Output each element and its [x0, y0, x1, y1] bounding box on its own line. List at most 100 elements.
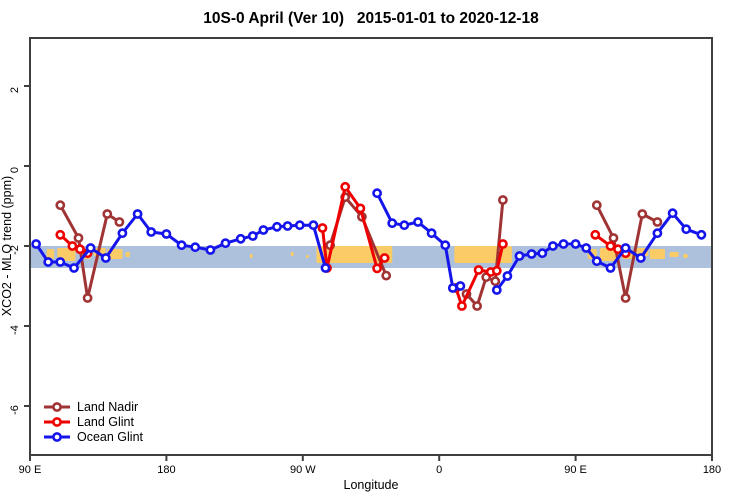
series-layer: [31, 181, 707, 311]
data-point-ocean-glint: [176, 240, 187, 251]
data-point-land-glint: [75, 244, 85, 255]
data-point-ocean-glint: [491, 285, 502, 295]
data-point-land-glint: [340, 181, 351, 192]
x-tick-label: 180: [703, 464, 721, 476]
data-point-ocean-glint: [502, 271, 513, 281]
data-point-ocean-glint: [220, 238, 231, 249]
legend-item-land-nadir: Land Nadir: [44, 400, 138, 414]
legend-label-land-nadir: Land Nadir: [77, 400, 138, 414]
x-tick-label: 180: [157, 464, 175, 476]
legend-label-land-glint: Land Glint: [77, 415, 135, 429]
data-point-ocean-glint: [447, 283, 458, 293]
land-patch: [249, 254, 253, 258]
data-point-land-glint: [317, 223, 328, 233]
data-point-ocean-glint: [320, 263, 331, 273]
data-point-ocean-glint: [652, 228, 663, 239]
data-point-ocean-glint: [100, 253, 111, 263]
data-point-ocean-glint: [55, 257, 66, 267]
data-point-ocean-glint: [605, 263, 616, 273]
x-tick-label: 90 E: [564, 464, 587, 476]
land-patch: [599, 248, 619, 261]
data-point-land-nadir: [608, 233, 619, 243]
legend-item-land-glint: Land Glint: [44, 415, 135, 429]
data-point-ocean-glint: [387, 218, 398, 229]
land-patch: [125, 252, 131, 257]
y-tick-label: -2: [9, 245, 21, 255]
land-patch: [669, 252, 679, 257]
x-tick-label: 0: [436, 464, 442, 476]
data-point-ocean-glint: [548, 241, 558, 251]
data-point-ocean-glint: [117, 228, 128, 239]
data-point-ocean-glint: [570, 239, 581, 249]
chart-title: 10S-0 April (Ver 10) 2015-01-01 to 2020-…: [203, 10, 539, 27]
land-patch: [290, 252, 294, 256]
data-point-ocean-glint: [455, 281, 466, 291]
data-point-land-glint: [55, 229, 66, 240]
data-point-land-nadir: [114, 217, 125, 227]
data-point-ocean-glint: [581, 243, 592, 253]
data-point-ocean-glint: [247, 231, 258, 241]
data-point-land-nadir: [472, 301, 482, 311]
data-point-ocean-glint: [591, 256, 602, 267]
x-tick-label: 90 E: [19, 464, 42, 476]
data-point-ocean-glint: [161, 229, 172, 239]
data-point-ocean-glint: [190, 242, 201, 253]
data-point-land-glint: [473, 265, 484, 275]
data-point-ocean-glint: [235, 233, 246, 244]
land-patch: [305, 255, 309, 258]
data-point-land-nadir: [620, 293, 631, 303]
data-point-ocean-glint: [146, 227, 157, 237]
legend-marker-ocean-glint: [52, 432, 62, 442]
data-point-ocean-glint: [272, 221, 282, 232]
data-point-ocean-glint: [399, 220, 410, 231]
y-axis-label: XCO2 - MLO trend (ppm): [0, 176, 14, 316]
legend-marker-land-glint: [52, 417, 62, 427]
data-point-ocean-glint: [294, 220, 305, 231]
data-point-ocean-glint: [426, 228, 437, 239]
data-point-ocean-glint: [620, 243, 631, 253]
data-point-ocean-glint: [558, 239, 569, 249]
x-axis-label: Longitude: [344, 478, 399, 492]
data-point-ocean-glint: [413, 217, 423, 227]
data-point-ocean-glint: [681, 224, 692, 235]
data-point-land-nadir: [73, 233, 84, 243]
data-point-land-glint: [590, 229, 601, 240]
data-point-ocean-glint: [43, 257, 54, 267]
land-patch: [683, 254, 688, 258]
data-point-ocean-glint: [372, 188, 382, 199]
data-point-ocean-glint: [258, 225, 269, 235]
data-point-land-glint: [613, 244, 623, 255]
land-patch: [649, 249, 666, 259]
data-point-land-nadir: [102, 209, 113, 219]
data-point-land-nadir: [591, 200, 602, 211]
data-point-land-glint: [497, 239, 508, 249]
data-point-land-glint: [605, 241, 616, 251]
data-point-land-nadir: [637, 209, 648, 219]
data-point-ocean-glint: [440, 240, 451, 251]
data-point-land-glint: [456, 301, 467, 311]
data-point-ocean-glint: [69, 263, 79, 273]
data-point-land-nadir: [55, 200, 66, 211]
data-point-land-glint: [372, 263, 382, 274]
data-point-ocean-glint: [282, 221, 293, 231]
data-point-land-glint: [355, 203, 366, 214]
y-tick-label: 2: [9, 87, 21, 93]
data-point-land-glint: [379, 253, 390, 263]
y-tick-label: -6: [9, 405, 21, 415]
data-point-land-nadir: [82, 293, 93, 303]
data-point-ocean-glint: [132, 209, 143, 219]
data-point-land-nadir: [652, 217, 663, 227]
x-tick-label: 90 W: [290, 464, 316, 476]
y-tick-label: 0: [9, 167, 21, 173]
y-tick-label: -4: [9, 325, 21, 335]
data-point-ocean-glint: [526, 249, 537, 259]
axis-ticks-layer: 90 E 180 90 W 0 90 E 180 2 0 -2 -4 -6: [9, 85, 721, 476]
data-point-land-glint: [67, 241, 78, 251]
legend-item-ocean-glint: Ocean Glint: [44, 430, 144, 444]
data-point-ocean-glint: [31, 239, 41, 249]
series-line-ocean-glint: [34, 212, 327, 270]
legend-label-ocean-glint: Ocean Glint: [77, 430, 144, 444]
legend: Land Nadir Land Glint Ocean Glint: [44, 400, 144, 444]
